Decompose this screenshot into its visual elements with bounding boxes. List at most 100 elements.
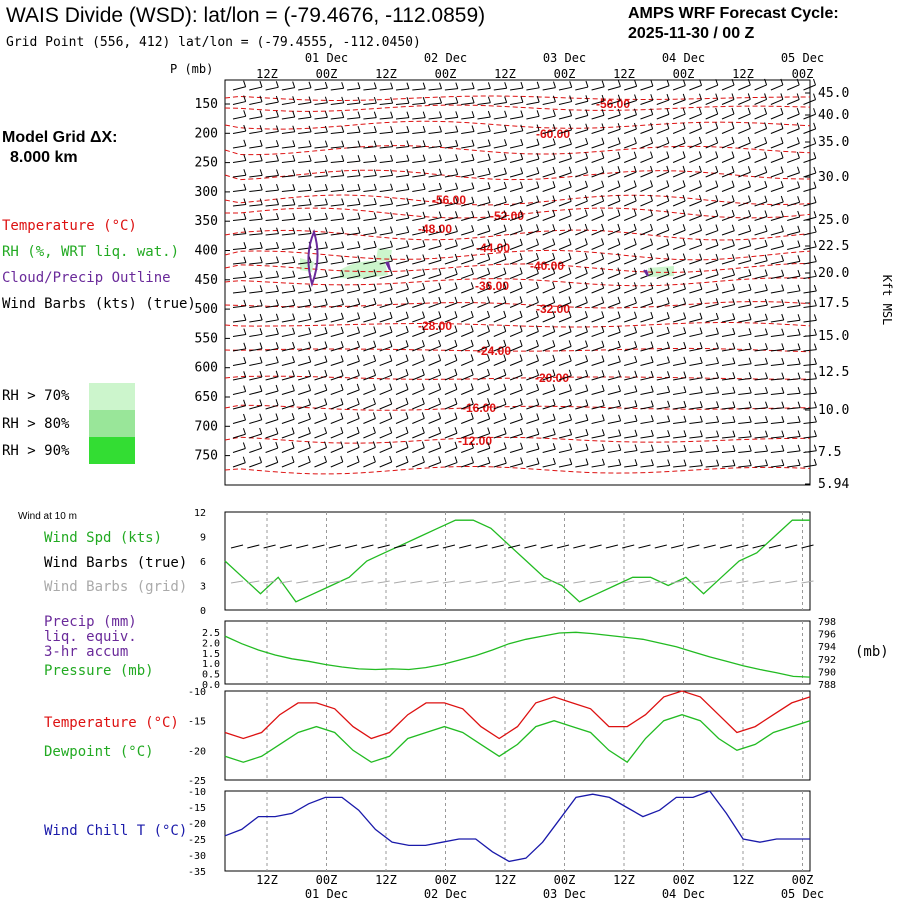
bottom-time-label: 12Z bbox=[613, 873, 635, 887]
windchill-ytick: -20 bbox=[188, 819, 206, 830]
grid-wind-barb bbox=[491, 580, 504, 584]
bottom-date-label: 01 Dec bbox=[305, 887, 348, 900]
surface-wind-barb bbox=[247, 544, 260, 549]
wind-barb bbox=[428, 461, 441, 468]
wind-barb-flag bbox=[454, 268, 458, 275]
wind-barb-flag bbox=[487, 325, 490, 332]
wind-barb bbox=[363, 189, 377, 192]
surface-wind-barb bbox=[785, 544, 798, 549]
wind-barb bbox=[493, 345, 506, 352]
wind-barb bbox=[493, 433, 507, 439]
wind-barb bbox=[249, 319, 263, 323]
wind-barb-flag bbox=[438, 211, 442, 218]
wind-barb bbox=[477, 302, 490, 308]
wind-barb-flag bbox=[520, 457, 524, 464]
wind-barb-flag bbox=[716, 415, 720, 423]
wind-barb bbox=[461, 462, 474, 468]
wind-barb-flag bbox=[633, 223, 637, 231]
surface-wind-barb bbox=[622, 544, 635, 549]
wind-barb bbox=[705, 113, 718, 120]
wind-barb bbox=[428, 231, 442, 236]
wind-barb-flag bbox=[471, 96, 475, 104]
wind-barb-flag bbox=[813, 328, 817, 336]
wind-barb bbox=[330, 261, 344, 265]
wind-barb bbox=[542, 172, 556, 178]
wind-barb-flag bbox=[797, 299, 801, 306]
wind-barb-flag bbox=[617, 180, 621, 187]
wind-barb-flag bbox=[373, 212, 377, 219]
wind-barb bbox=[249, 405, 262, 410]
wind-barb bbox=[265, 233, 279, 236]
wind-barb bbox=[281, 376, 295, 381]
wind-barb bbox=[298, 304, 312, 308]
wind-barb bbox=[444, 259, 458, 265]
wind-barb-flag bbox=[503, 325, 507, 332]
grid-wind-barb bbox=[508, 580, 521, 584]
temperature-panel: Temperature (°C) Dewpoint (°C) bbox=[44, 690, 811, 781]
wind-barb bbox=[265, 262, 279, 265]
isotherm-line bbox=[224, 321, 811, 328]
wind-barb bbox=[607, 376, 621, 381]
wind-barb-flag bbox=[406, 111, 410, 118]
wind-barb-flag bbox=[308, 327, 312, 334]
wind-barb-flag bbox=[242, 456, 246, 463]
wind-barb bbox=[281, 116, 295, 120]
wind-barb-flag bbox=[748, 298, 752, 305]
precip-ytick: 2.5 bbox=[202, 628, 220, 639]
wind-barb-flag bbox=[633, 122, 637, 130]
wind-barb bbox=[803, 349, 817, 352]
wind-barb-flag bbox=[276, 227, 280, 234]
wind-barb bbox=[656, 244, 670, 250]
isotherm-label: -20.00 bbox=[535, 371, 569, 385]
wind-barb-flag bbox=[471, 82, 475, 89]
wind-barb-flag bbox=[748, 313, 752, 320]
wind-barb bbox=[347, 146, 361, 149]
wind-barb bbox=[689, 84, 702, 91]
wind-barb bbox=[787, 172, 800, 178]
wind-barb-flag bbox=[650, 137, 654, 144]
wind-barb bbox=[656, 421, 670, 424]
wind-barb bbox=[672, 273, 686, 279]
wind-barb-flag bbox=[307, 441, 311, 448]
wind-barb bbox=[542, 434, 556, 439]
surface-wind-barb bbox=[279, 544, 293, 549]
wind-barb bbox=[591, 157, 604, 163]
wind-barb-flag bbox=[291, 427, 295, 434]
wind-barb-flag bbox=[747, 93, 751, 100]
wind-barb-flag bbox=[373, 312, 377, 319]
wind-barb-flag bbox=[748, 224, 752, 232]
wind-barb-flag bbox=[422, 225, 426, 233]
wind-barb-flag bbox=[454, 239, 458, 246]
surface-wind-barb bbox=[736, 544, 749, 549]
wind-barb-flag bbox=[650, 326, 654, 333]
wind-barb-flag bbox=[421, 456, 425, 463]
wind-barb-flag bbox=[357, 140, 361, 147]
wind-barb bbox=[770, 436, 784, 439]
wind-barb bbox=[428, 259, 442, 265]
wind-barb bbox=[461, 116, 475, 120]
wind-barb bbox=[444, 388, 458, 395]
wind-barb bbox=[395, 231, 409, 236]
wind-barb bbox=[591, 464, 605, 468]
temp-ytick: -10 bbox=[188, 687, 206, 698]
wind-barb-flag bbox=[405, 397, 409, 405]
legend-rh70: RH > 70% bbox=[2, 388, 70, 404]
wind-barb bbox=[689, 347, 703, 352]
wind-barb-flag bbox=[438, 354, 442, 361]
wind-barb bbox=[379, 274, 393, 279]
wind-barb-flag bbox=[487, 82, 491, 89]
wind-barb bbox=[770, 290, 784, 294]
wind-barb-flag bbox=[487, 110, 491, 118]
wind-barb bbox=[738, 171, 751, 178]
wind-barb bbox=[314, 87, 328, 91]
wind-barb bbox=[558, 258, 572, 265]
wind-barb bbox=[542, 244, 555, 250]
wind-chill-frame bbox=[224, 790, 811, 872]
wind-barb bbox=[558, 449, 572, 453]
wind-barb-flag bbox=[748, 416, 752, 423]
wind-barb bbox=[672, 347, 686, 352]
wind-barb bbox=[363, 175, 377, 178]
wind-barb-flag bbox=[797, 210, 801, 218]
wind-barb-flag bbox=[666, 282, 670, 289]
wind-barb-flag bbox=[341, 125, 345, 133]
